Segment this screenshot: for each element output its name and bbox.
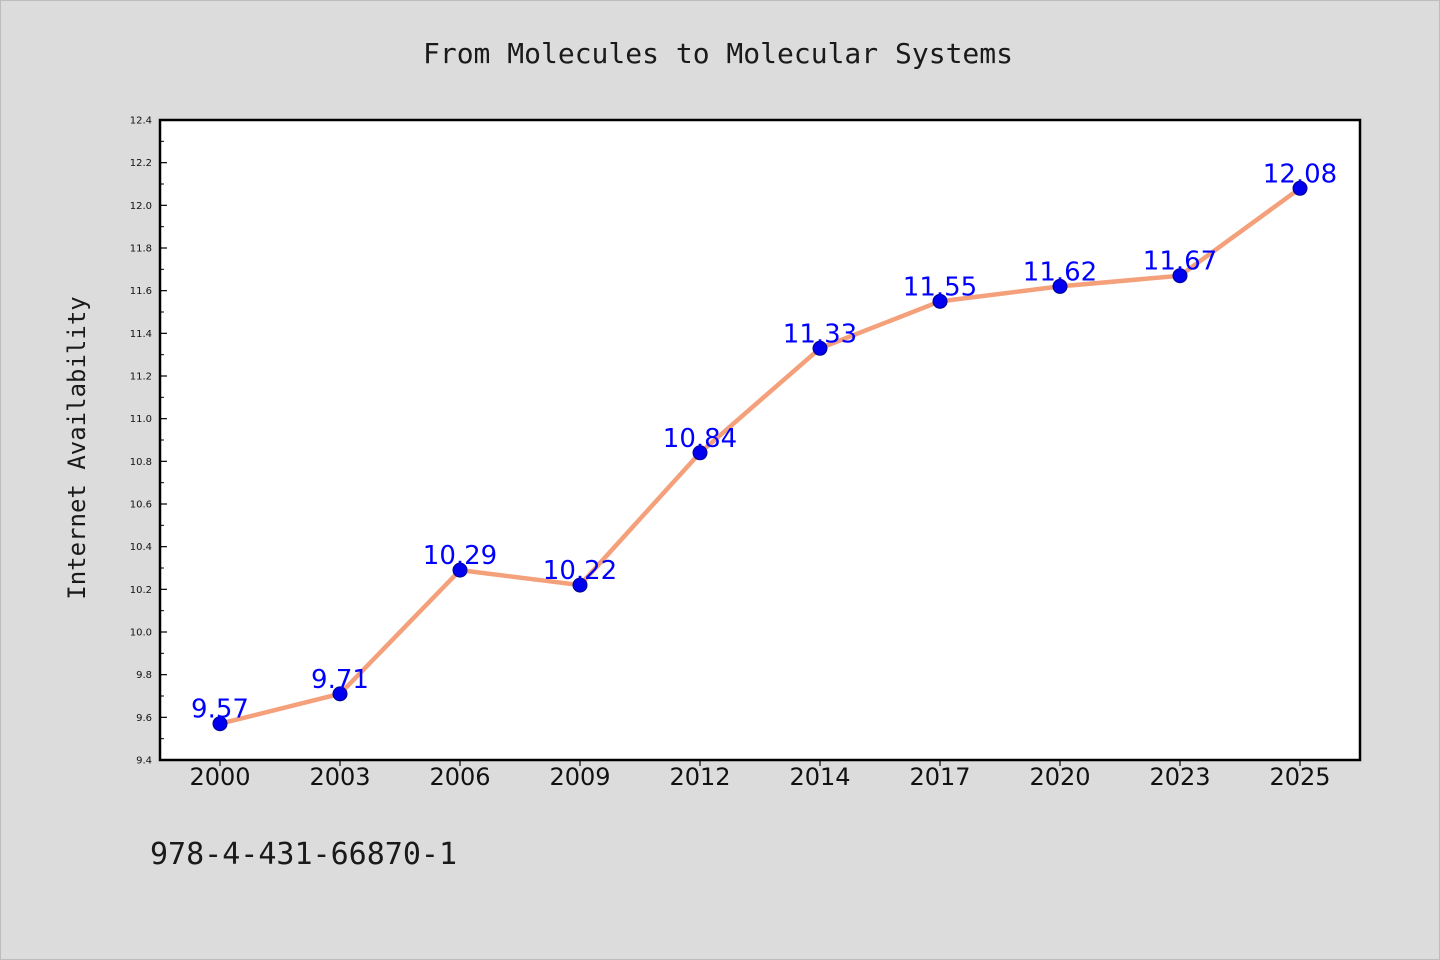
data-point [692, 445, 708, 461]
y-tick-label: 12.0 [130, 201, 152, 212]
series-line [217, 186, 1303, 726]
x-tick-label: 2014 [789, 763, 850, 791]
y-tick-label: 10.4 [130, 542, 152, 553]
chart-title: From Molecules to Molecular Systems [423, 37, 1013, 70]
y-tick-label: 9.8 [136, 670, 152, 681]
y-tick-label: 10.0 [130, 628, 152, 639]
plot-area [160, 120, 1360, 760]
data-labels-group: 9.57 9.71 10.29 10.22 10.84 11.33 11.55 11.62 11… [191, 159, 1337, 724]
data-label: 11.55 [903, 272, 977, 302]
data-point [332, 686, 348, 702]
data-label: 11.33 [783, 319, 857, 349]
data-label: 10.84 [663, 424, 737, 454]
x-tick-label: 2006 [429, 763, 490, 791]
y-tick-label: 11.2 [130, 372, 152, 383]
x-tick-label: 2020 [1029, 763, 1090, 791]
y-tick-label: 12.4 [130, 116, 152, 127]
data-point [1292, 180, 1308, 196]
x-tick-label: 2009 [549, 763, 610, 791]
x-axis-ticks: 2000 2003 2006 2009 2012 2014 2017 2020 2023 2025 [189, 760, 1331, 791]
data-point [212, 716, 228, 732]
footer-isbn: 978-4-431-66870-1 [150, 837, 457, 872]
data-point [812, 340, 828, 356]
y-tick-label: 11.8 [130, 244, 152, 255]
data-label: 11.67 [1143, 247, 1217, 277]
y-tick-label: 10.8 [130, 457, 152, 468]
y-tick-label: 9.4 [136, 756, 152, 767]
data-point [452, 562, 468, 578]
data-point [932, 293, 948, 309]
x-tick-label: 2003 [309, 763, 370, 791]
data-point [1052, 278, 1068, 294]
y-tick-label: 10.6 [130, 500, 152, 511]
y-axis-label: Internet Availability [63, 296, 91, 599]
y-tick-label: 10.2 [130, 585, 152, 596]
y-tick-label: 9.6 [136, 713, 152, 724]
y-tick-label: 11.6 [130, 286, 152, 297]
plot-border [158, 118, 1362, 762]
x-tick-label: 2025 [1269, 763, 1330, 791]
data-label: 9.71 [311, 665, 369, 695]
data-label: 12.08 [1263, 159, 1337, 189]
y-tick-label: 11.4 [130, 329, 152, 340]
data-label: 10.29 [423, 541, 497, 571]
x-tick-label: 2000 [189, 763, 250, 791]
data-point [1172, 268, 1188, 284]
x-tick-label: 2017 [909, 763, 970, 791]
x-tick-label: 2023 [1149, 763, 1210, 791]
data-point [572, 577, 588, 593]
data-label: 10.22 [543, 556, 617, 586]
data-label: 9.57 [191, 695, 249, 725]
series-group [212, 180, 1308, 732]
data-label: 11.62 [1023, 257, 1097, 287]
y-tick-label: 11.0 [130, 414, 152, 425]
y-tick-label: 12.2 [130, 158, 152, 169]
x-tick-label: 2012 [669, 763, 730, 791]
